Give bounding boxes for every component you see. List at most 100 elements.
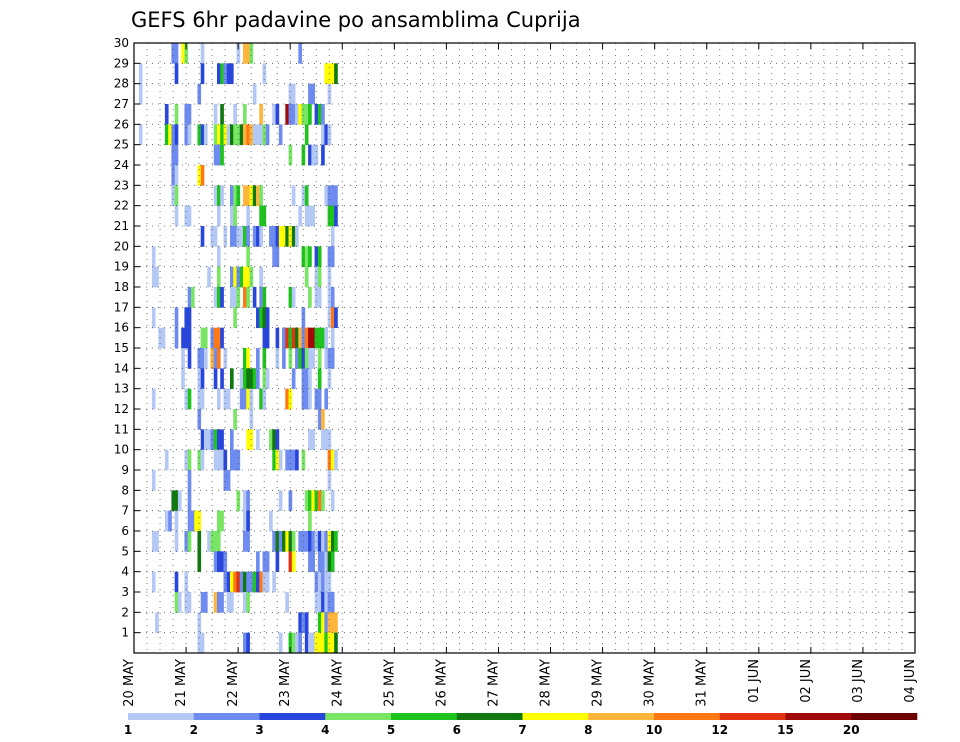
heatmap-cell: [288, 490, 293, 512]
heatmap-cell: [207, 531, 211, 552]
heatmap-cell: [246, 490, 250, 512]
heatmap-cell: [324, 429, 329, 451]
colorbar-tick-label: 6: [453, 723, 461, 737]
heatmap-cell: [220, 592, 224, 613]
heatmap-cell: [288, 104, 293, 125]
heatmap-cell: [282, 348, 286, 369]
heatmap-cell: [317, 266, 322, 288]
heatmap-cell: [298, 327, 302, 349]
colorbar-segment: [522, 713, 589, 720]
heatmap-cell: [213, 226, 218, 247]
heatmap-cell: [184, 307, 189, 329]
heatmap-cell: [330, 246, 335, 268]
heatmap-cell: [197, 83, 202, 105]
heatmap-cell: [184, 124, 189, 146]
heatmap-cell: [314, 144, 319, 166]
heatmap-cell: [184, 592, 189, 613]
y-tick-label: 5: [121, 544, 129, 558]
heatmap-cell: [304, 104, 309, 125]
colorbar-segment: [325, 713, 392, 720]
x-tick-label: 21 MAY: [174, 659, 189, 707]
heatmap-cell: [243, 266, 247, 288]
heatmap-cell: [330, 226, 335, 247]
heatmap-cell: [265, 327, 270, 349]
heatmap-cell: [155, 266, 159, 288]
heatmap-cell: [262, 124, 267, 146]
y-tick-label: 28: [114, 77, 129, 91]
heatmap-cell: [216, 592, 221, 613]
heatmap-cell: [174, 490, 179, 512]
heatmap-cell: [301, 388, 306, 410]
heatmap-cell: [236, 449, 241, 471]
heatmap-cell: [321, 490, 325, 512]
heatmap-cell: [243, 226, 247, 247]
heatmap-cell: [317, 287, 322, 308]
heatmap-cell: [210, 327, 215, 349]
heatmap-cell: [288, 83, 293, 105]
heatmap-cell: [174, 144, 179, 166]
heatmap-cell: [321, 144, 325, 166]
heatmap-cell: [256, 368, 260, 390]
heatmap-cell: [236, 226, 241, 247]
heatmap-cell: [311, 551, 315, 573]
heatmap-cell: [239, 124, 244, 146]
y-tick-label: 23: [114, 178, 129, 192]
heatmap-cell: [216, 449, 221, 471]
y-tick-label: 17: [114, 300, 129, 314]
heatmap-cell: [330, 348, 335, 369]
heatmap-cell: [334, 307, 338, 329]
heatmap-cell: [291, 83, 296, 105]
heatmap-cell: [138, 63, 143, 85]
colorbar-segment: [193, 713, 260, 720]
heatmap-cell: [304, 246, 309, 268]
colorbar-tick-label: 1: [124, 723, 132, 737]
heatmap-cell: [311, 429, 315, 451]
heatmap-cell: [213, 449, 218, 471]
heatmap-cell: [265, 368, 270, 390]
heatmap-cell: [174, 104, 179, 125]
x-tick-label: 23 MAY: [278, 659, 293, 707]
x-tick-label: 27 MAY: [486, 659, 501, 707]
heatmap-cell: [168, 510, 172, 532]
heatmap-cell: [216, 63, 221, 85]
heatmap-cell: [155, 531, 159, 552]
heatmap-cell: [203, 348, 208, 369]
heatmap-cell: [304, 185, 309, 207]
heatmap-cell: [308, 551, 312, 573]
heatmap-cell: [256, 348, 260, 369]
x-tick-label: 30 MAY: [643, 659, 658, 707]
heatmap-cell: [317, 388, 322, 410]
heatmap-cell: [314, 490, 319, 512]
heatmap-cell: [171, 490, 176, 512]
heatmap-cell: [259, 226, 263, 247]
heatmap-cell: [246, 266, 250, 288]
heatmap-cell: [243, 632, 247, 654]
heatmap-cell: [174, 307, 179, 329]
heatmap-cell: [272, 531, 276, 552]
heatmap-cell: [213, 592, 218, 613]
heatmap-cell: [291, 287, 296, 308]
heatmap-cell: [285, 226, 289, 247]
heatmap-cell: [304, 205, 309, 227]
heatmap-cell: [321, 531, 325, 552]
heatmap-cell: [226, 571, 231, 593]
y-tick-label: 30: [114, 36, 129, 50]
heatmap-cell: [330, 287, 335, 308]
heatmap-cell: [216, 531, 221, 552]
heatmap-cell: [236, 571, 241, 593]
heatmap-cell: [308, 327, 312, 349]
heatmap-cell: [314, 571, 319, 593]
heatmap-cell: [311, 83, 315, 105]
x-tick-label: 20 MAY: [122, 659, 137, 707]
heatmap-cell: [311, 632, 315, 654]
y-tick-label: 27: [114, 97, 129, 111]
heatmap-cell: [327, 185, 332, 207]
heatmap-cell: [216, 388, 221, 410]
heatmap-cell: [330, 592, 335, 613]
heatmap-cell: [223, 470, 228, 491]
colorbar-tick-label: 12: [711, 723, 728, 737]
heatmap-cell: [200, 592, 205, 613]
heatmap-cell: [220, 510, 224, 532]
heatmap-cell: [334, 531, 338, 552]
